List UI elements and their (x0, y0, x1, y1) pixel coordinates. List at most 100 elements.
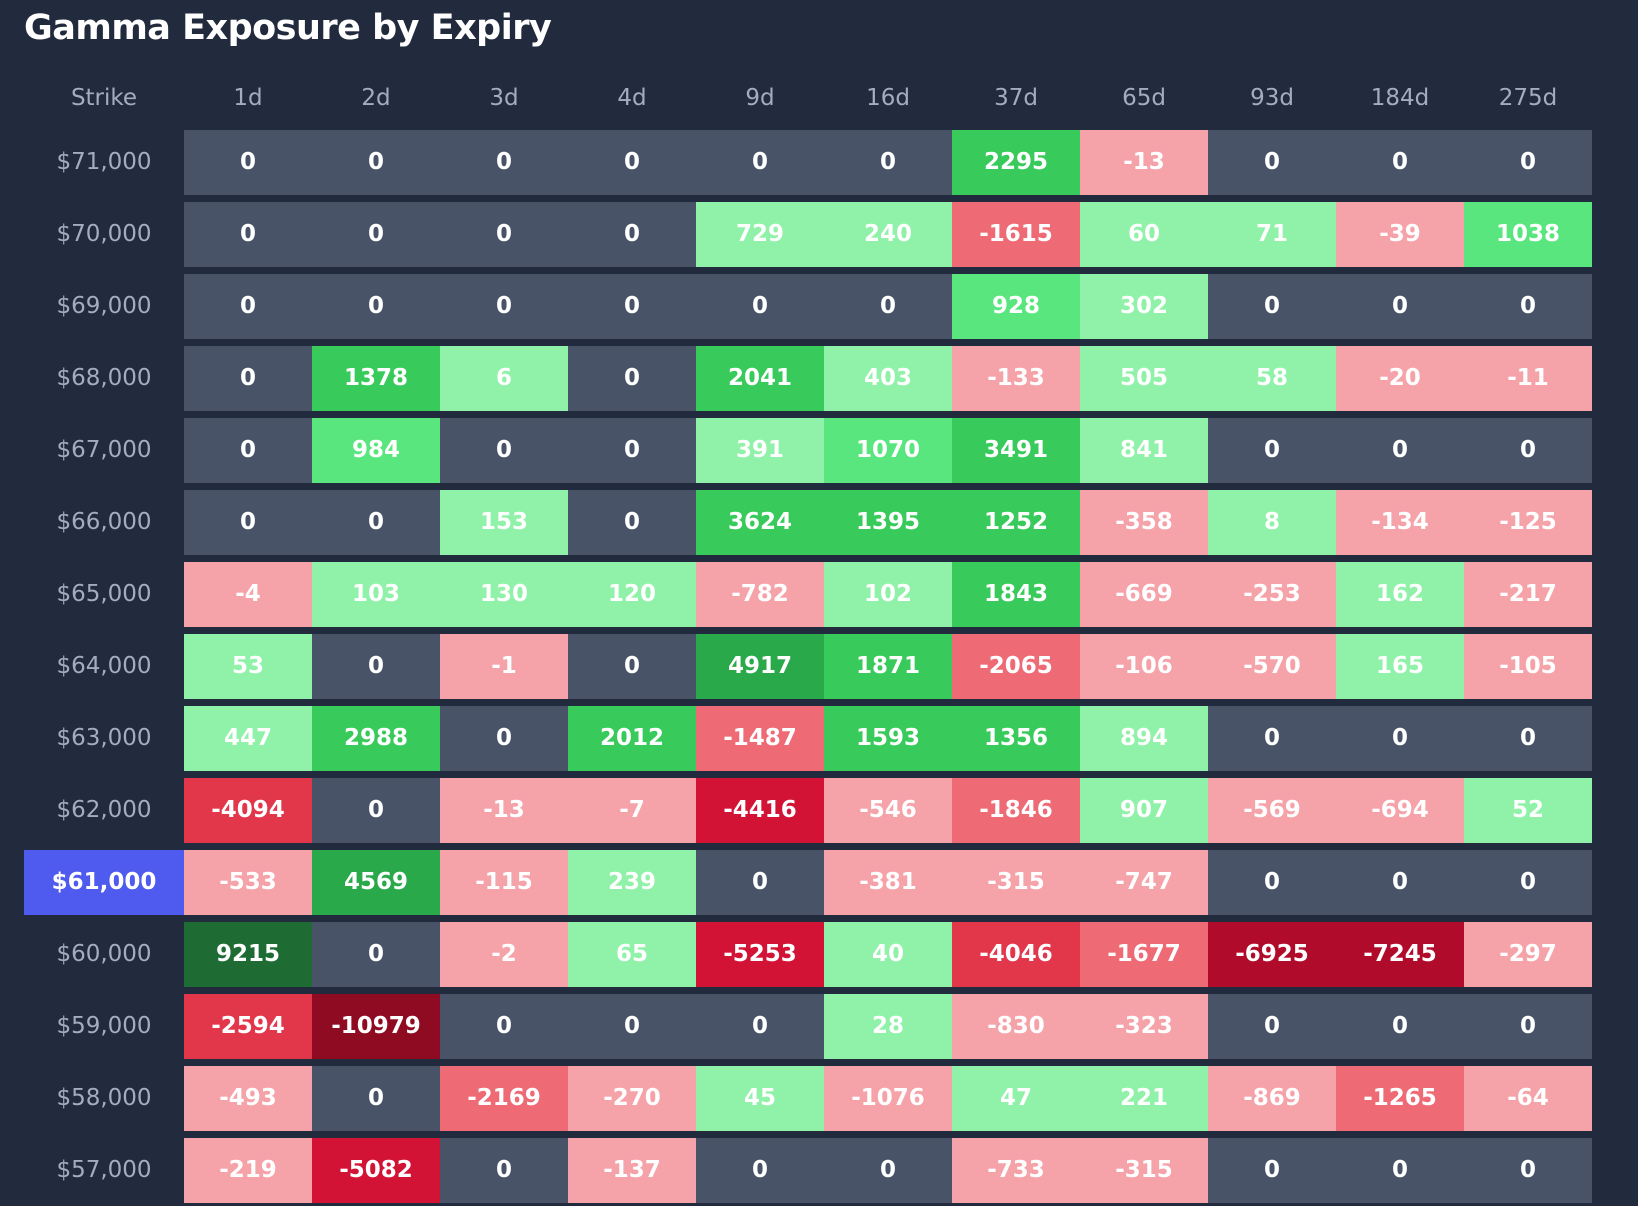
gamma-cell: -6925 (1208, 922, 1336, 987)
gamma-cell: 0 (1464, 418, 1592, 483)
gamma-cell: 928 (952, 274, 1080, 339)
gamma-cell: 0 (312, 202, 440, 267)
gamma-cell: 0 (1464, 850, 1592, 915)
gamma-cell: 0 (568, 274, 696, 339)
gamma-cell: 0 (312, 922, 440, 987)
gamma-cell: 60 (1080, 202, 1208, 267)
gamma-cell: 0 (440, 706, 568, 771)
gamma-cell: -7 (568, 778, 696, 843)
column-header: 9d (745, 85, 775, 111)
gamma-cell: -4 (184, 562, 312, 627)
gamma-cell: 0 (1208, 1138, 1336, 1203)
gamma-cell: 0 (568, 130, 696, 195)
strike-label: $59,000 (56, 1013, 152, 1039)
gamma-cell: 0 (440, 418, 568, 483)
gamma-cell: 0 (1336, 994, 1464, 1059)
gamma-cell: -381 (824, 850, 952, 915)
strike-label: $66,000 (56, 509, 152, 535)
gamma-cell: 0 (1208, 850, 1336, 915)
gamma-cell: 65 (568, 922, 696, 987)
strike-label: $71,000 (56, 149, 152, 175)
gamma-cell: -533 (184, 850, 312, 915)
gamma-cell: 0 (1336, 1138, 1464, 1203)
gamma-cell: 1395 (824, 490, 952, 555)
gamma-cell: -694 (1336, 778, 1464, 843)
gamma-cell: -493 (184, 1066, 312, 1131)
gamma-cell: -669 (1080, 562, 1208, 627)
gamma-cell: 0 (1464, 994, 1592, 1059)
gamma-cell: -13 (1080, 130, 1208, 195)
gamma-cell: -106 (1080, 634, 1208, 699)
strike-label: $60,000 (56, 941, 152, 967)
gamma-cell: -115 (440, 850, 568, 915)
gamma-cell: -253 (1208, 562, 1336, 627)
gamma-cell: 239 (568, 850, 696, 915)
gamma-cell: 0 (696, 274, 824, 339)
gamma-cell: 2988 (312, 706, 440, 771)
gamma-cell: 0 (1464, 130, 1592, 195)
gamma-cell: -1076 (824, 1066, 952, 1131)
gamma-cell: 0 (1464, 274, 1592, 339)
strike-label: $70,000 (56, 221, 152, 247)
gamma-cell: 58 (1208, 346, 1336, 411)
gamma-cell: 0 (1208, 994, 1336, 1059)
gamma-cell: 2012 (568, 706, 696, 771)
gamma-cell: -569 (1208, 778, 1336, 843)
gamma-cell: -315 (952, 850, 1080, 915)
gamma-cell: 0 (184, 346, 312, 411)
gamma-cell: 0 (568, 418, 696, 483)
gamma-cell: -1487 (696, 706, 824, 771)
gamma-cell: 240 (824, 202, 952, 267)
gamma-cell: 1843 (952, 562, 1080, 627)
gamma-cell: 0 (312, 1066, 440, 1131)
gamma-cell: 53 (184, 634, 312, 699)
gamma-cell: -570 (1208, 634, 1336, 699)
strike-label: $69,000 (56, 293, 152, 319)
gamma-cell: 0 (568, 634, 696, 699)
gamma-cell: 28 (824, 994, 952, 1059)
gamma-cell: 0 (824, 1138, 952, 1203)
gamma-cell: 302 (1080, 274, 1208, 339)
gamma-cell: 3624 (696, 490, 824, 555)
gamma-cell: -4046 (952, 922, 1080, 987)
gamma-cell: -2065 (952, 634, 1080, 699)
gamma-cell: -4416 (696, 778, 824, 843)
gamma-cell: -11 (1464, 346, 1592, 411)
gamma-cell: 2041 (696, 346, 824, 411)
gamma-cell: 0 (312, 634, 440, 699)
gamma-cell: 0 (824, 274, 952, 339)
column-header: 1d (233, 85, 263, 111)
gamma-cell: -315 (1080, 1138, 1208, 1203)
gamma-cell: 130 (440, 562, 568, 627)
gamma-cell: -125 (1464, 490, 1592, 555)
strike-label: $65,000 (56, 581, 152, 607)
gamma-cell: 0 (568, 346, 696, 411)
gamma-cell: 403 (824, 346, 952, 411)
gamma-cell: 0 (440, 202, 568, 267)
gamma-cell: 0 (440, 994, 568, 1059)
gamma-cell: 0 (824, 130, 952, 195)
gamma-cell: -1 (440, 634, 568, 699)
gamma-cell: -2594 (184, 994, 312, 1059)
strike-label: $67,000 (56, 437, 152, 463)
gamma-cell: 6 (440, 346, 568, 411)
gamma-cell: 0 (568, 490, 696, 555)
column-header: 2d (361, 85, 391, 111)
gamma-cell: 221 (1080, 1066, 1208, 1131)
gamma-cell: 0 (1208, 418, 1336, 483)
gamma-cell: 894 (1080, 706, 1208, 771)
column-header: 16d (866, 85, 910, 111)
strike-label: $57,000 (56, 1157, 152, 1183)
gamma-cell: 1070 (824, 418, 952, 483)
column-header: Strike (70, 85, 138, 111)
gamma-cell: 0 (696, 850, 824, 915)
gamma-cell: -869 (1208, 1066, 1336, 1131)
gamma-cell: 841 (1080, 418, 1208, 483)
gamma-cell: 1038 (1464, 202, 1592, 267)
gamma-cell: 9215 (184, 922, 312, 987)
gamma-cell: 907 (1080, 778, 1208, 843)
column-header: 184d (1370, 85, 1430, 111)
gamma-cell: 1593 (824, 706, 952, 771)
gamma-cell: -323 (1080, 994, 1208, 1059)
gamma-cell: -1846 (952, 778, 1080, 843)
